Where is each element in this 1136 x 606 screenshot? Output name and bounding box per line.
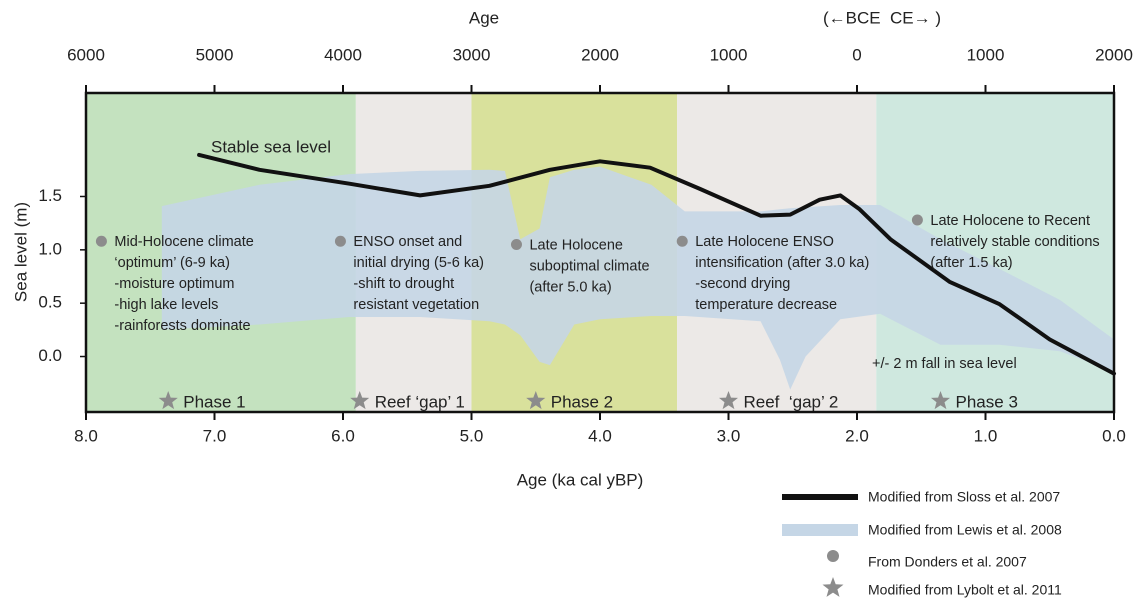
climate-note: Mid-Holocene climate [114,234,253,250]
phase-star [350,391,370,410]
phase-label: Reef ‘gap’ 1 [375,392,465,411]
phase-star [931,391,950,410]
climate-note: intensification (after 3.0 ka) [695,255,869,271]
x-tick-label: 3.0 [717,426,741,445]
phase-label: Phase 3 [956,392,1018,411]
x-tick-label: 6.0 [331,426,355,445]
climate-note: -high lake levels [114,297,218,313]
climate-note: -second drying [695,276,790,292]
x2-tick-label: 0 [852,45,861,64]
x2-tick-label: 2000 [1095,45,1133,64]
legend-label: Modified from Lewis et al. 2008 [868,522,1062,538]
y-tick-label: 1.0 [38,239,62,258]
phase-label: Phase 1 [183,392,245,411]
x2-tick-label: 1000 [710,45,748,64]
sea-level-band [161,166,1115,390]
x-tick-label: 5.0 [460,426,484,445]
y-tick-label: 0.5 [38,293,62,312]
x2-tick-label: 6000 [67,45,105,64]
legend-swatch [827,550,839,562]
annotation: +/- 2 m fall in sea level [872,356,1017,372]
y-tick-label: 1.5 [38,186,62,205]
x-tick-label: 4.0 [588,426,612,445]
phase-star [158,391,178,410]
x2-tick-label: 1000 [967,45,1005,64]
climate-point [95,235,107,247]
climate-note: ‘optimum’ (6-9 ka) [114,255,230,271]
climate-note: -moisture optimum [114,276,234,292]
x2-tick-label: 5000 [196,45,234,64]
climate-note: Late Holocene [529,237,623,253]
legend-label: Modified from Sloss et al. 2007 [868,489,1060,505]
annotation: Stable sea level [211,137,331,156]
legend-swatch [782,524,858,536]
x2-tick-label: 3000 [453,45,491,64]
x-tick-label: 0.0 [1102,426,1126,445]
phase-label: Reef ‘gap’ 2 [744,392,839,411]
x-tick-label: 2.0 [845,426,869,445]
y-axis-title: Sea level (m) [11,202,30,302]
climate-point [510,238,522,250]
climate-note: suboptimal climate [529,258,649,274]
climate-note: Late Holocene ENSO [695,234,834,250]
top-axis-note: (←BCE CE→ ) [823,8,941,27]
legend-label: Modified from Lybolt et al. 2011 [868,582,1062,598]
climate-point [334,235,346,247]
climate-point [676,235,688,247]
legend-label: From Donders et al. 2007 [868,554,1027,570]
climate-note: Late Holocene to Recent [930,213,1090,229]
legend-swatch [822,577,844,597]
x-axis-title: Age (ka cal yBP) [517,470,644,489]
climate-point [911,214,923,226]
phase-star [526,391,546,410]
top-axis-title: Age [469,8,499,27]
phase-label: Phase 2 [551,392,613,411]
x-tick-label: 1.0 [974,426,998,445]
climate-note: -rainforests dominate [114,318,250,334]
climate-note: temperature decrease [695,297,837,313]
x-tick-label: 7.0 [203,426,227,445]
climate-note: resistant vegetation [353,297,479,313]
climate-note: relatively stable conditions [930,234,1099,250]
x2-tick-label: 2000 [581,45,619,64]
phase-star [719,391,738,410]
y-tick-label: 0.0 [38,346,62,365]
climate-note: ENSO onset and [353,234,462,250]
climate-note: (after 5.0 ka) [529,279,611,295]
climate-note: (after 1.5 ka) [930,255,1012,271]
x-tick-label: 8.0 [74,426,98,445]
x2-tick-label: 4000 [324,45,362,64]
sea-level-line [197,152,1116,376]
climate-note: initial drying (5-6 ka) [353,255,484,271]
climate-note: -shift to drought [353,276,454,292]
